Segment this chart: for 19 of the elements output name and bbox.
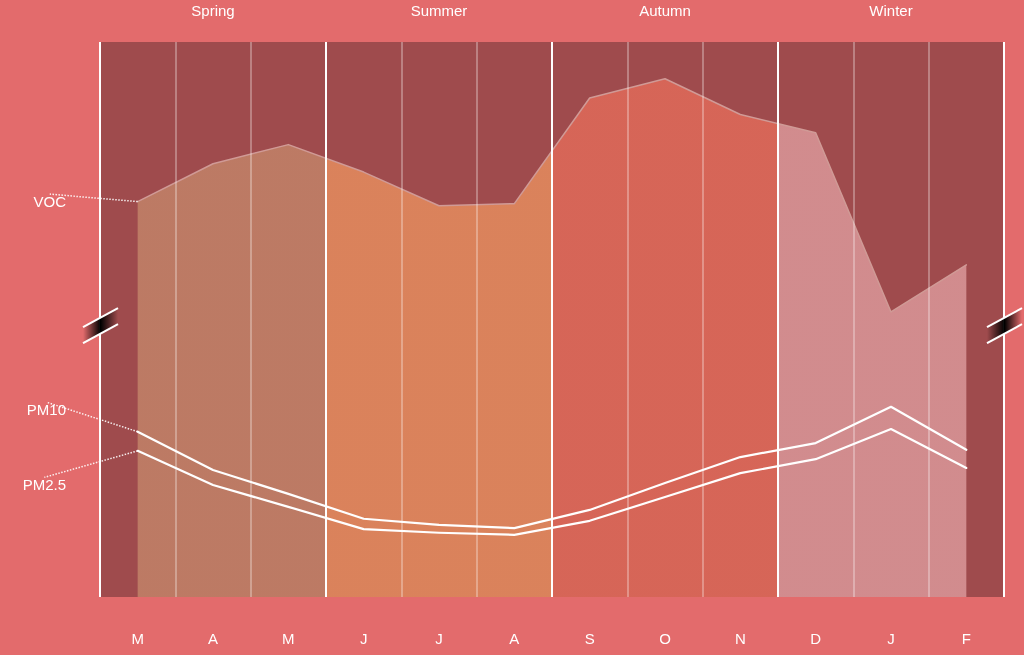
x-tick-label: A [509, 630, 520, 647]
x-tick-label: S [584, 630, 595, 647]
x-tick-label: O [659, 630, 671, 647]
x-tick-label: M [282, 630, 295, 647]
x-tick-label: J [435, 630, 443, 647]
text: Winter [869, 1, 913, 19]
x-tick-label: D [810, 630, 822, 647]
text: Autumn [639, 1, 691, 19]
x-tick-label: A [207, 630, 219, 647]
x-tick-label: F [961, 630, 971, 647]
text: PM2.5 [22, 476, 66, 494]
text: Summer [410, 1, 468, 19]
x-tick-label: J [359, 630, 368, 647]
x-tick-label: N [734, 630, 746, 647]
text: VOC [33, 193, 67, 211]
text: Spring [191, 1, 235, 19]
text: PM10 [26, 401, 66, 419]
x-tick-label: M [131, 630, 144, 647]
x-tick-label: J [887, 630, 895, 647]
